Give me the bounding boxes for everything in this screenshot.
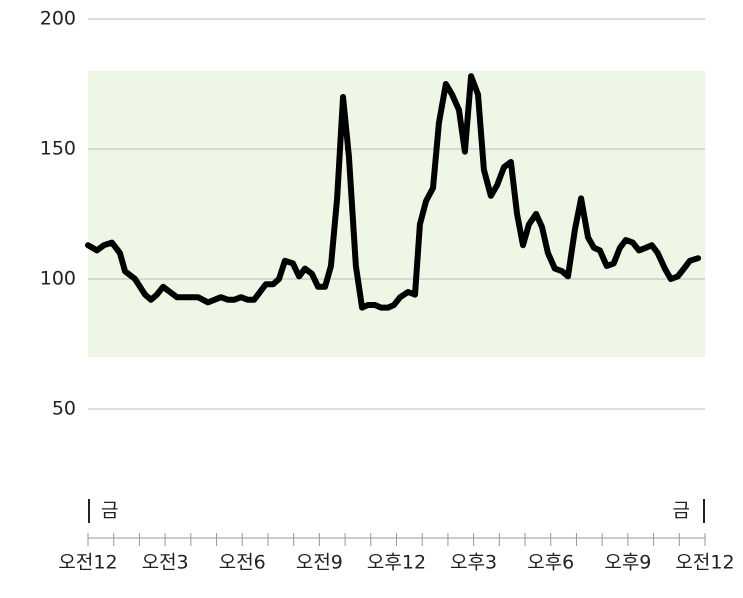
data-line — [85, 73, 702, 311]
x-tick-label: 오전12 — [58, 552, 117, 574]
day-label: 금 — [673, 500, 690, 522]
day-label: 금 — [101, 500, 118, 522]
x-tick-label: 오전12 — [675, 552, 734, 574]
y-tick-label: 150 — [40, 138, 76, 160]
x-tick-label: 오후12 — [367, 552, 426, 574]
x-tick-label: 오후3 — [450, 552, 497, 574]
y-tick-label: 50 — [52, 398, 76, 420]
x-tick-label: 오전3 — [142, 552, 189, 574]
x-tick-label: 오전6 — [219, 552, 266, 574]
target-band — [88, 71, 705, 357]
x-tick-label: 오전9 — [296, 552, 343, 574]
x-tick-label: 오후6 — [527, 552, 574, 574]
x-tick-label: 오후9 — [604, 552, 651, 574]
y-tick-label: 200 — [40, 8, 76, 30]
y-tick-label: 100 — [40, 268, 76, 290]
